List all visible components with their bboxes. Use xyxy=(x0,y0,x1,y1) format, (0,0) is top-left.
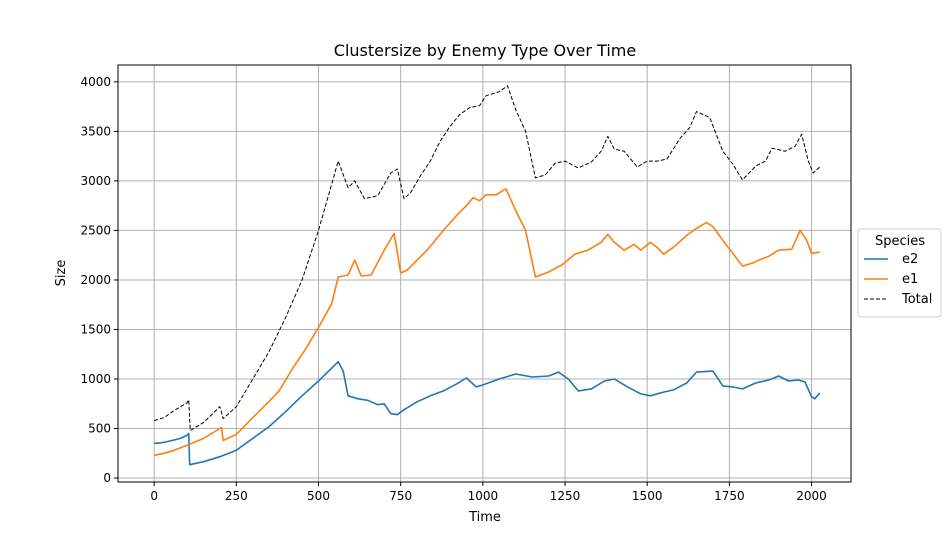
series-line-e1 xyxy=(154,188,820,457)
x-tick-label: 0 xyxy=(150,489,158,503)
x-tick-label: 750 xyxy=(389,489,412,503)
y-tick-label: 3000 xyxy=(80,174,111,188)
y-tick-label: 0 xyxy=(103,471,111,485)
series-layer xyxy=(154,85,821,466)
x-tick-label: 1500 xyxy=(632,489,663,503)
x-tick-label: 2000 xyxy=(796,489,827,503)
legend: Species e2 e1 Total xyxy=(857,228,942,318)
legend-label-e2: e2 xyxy=(902,252,918,267)
x-tick-label: 1750 xyxy=(714,489,745,503)
x-tick-label: 1250 xyxy=(550,489,581,503)
legend-label-e1: e1 xyxy=(902,272,918,287)
x-tick-label: 250 xyxy=(225,489,248,503)
legend-box xyxy=(857,228,942,318)
y-tick-label: 1500 xyxy=(80,322,111,336)
y-tick-label: 2500 xyxy=(80,223,111,237)
x-tick-label: 1000 xyxy=(468,489,499,503)
grid xyxy=(118,65,851,482)
series-line-total xyxy=(154,85,821,431)
series-line-e2 xyxy=(154,360,821,466)
x-tick-label: 500 xyxy=(307,489,330,503)
x-axis-label: Time xyxy=(468,510,501,525)
y-tick-label: 4000 xyxy=(80,75,111,89)
y-tick-label: 2000 xyxy=(80,273,111,287)
y-tick-label: 500 xyxy=(88,422,111,436)
y-axis-label: Size xyxy=(54,260,69,287)
y-tick-label: 3500 xyxy=(80,124,111,138)
plot-frame xyxy=(117,64,852,483)
chart-title: Clustersize by Enemy Type Over Time xyxy=(334,41,636,60)
y-axis: 0 500 1000 1500 2000 2500 3000 3500 4000 xyxy=(80,75,118,485)
legend-label-total: Total xyxy=(901,292,932,307)
x-axis: 0 250 500 750 1000 1250 1500 1750 2000 xyxy=(150,482,827,503)
legend-title: Species xyxy=(875,234,925,249)
y-tick-label: 1000 xyxy=(80,372,111,386)
